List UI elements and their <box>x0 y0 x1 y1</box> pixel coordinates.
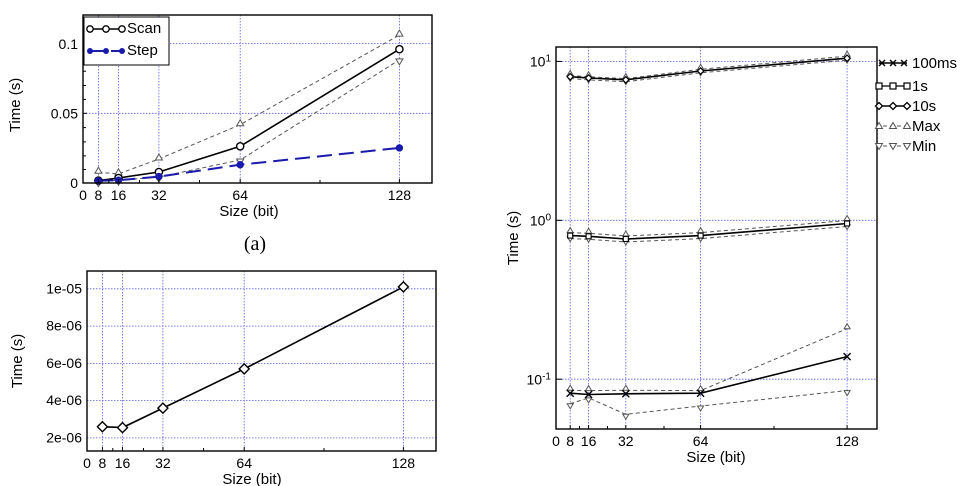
svg-text:6e-06: 6e-06 <box>46 355 82 371</box>
svg-text:0.1: 0.1 <box>59 36 79 52</box>
svg-text:Min: Min <box>912 138 936 155</box>
svg-text:0: 0 <box>552 433 560 449</box>
svg-text:1s: 1s <box>912 78 928 95</box>
svg-text:Time (s): Time (s) <box>505 211 522 265</box>
svg-text:64: 64 <box>232 187 248 203</box>
svg-text:Step: Step <box>127 42 158 59</box>
svg-text:64: 64 <box>236 455 252 471</box>
svg-text:Size (bit): Size (bit) <box>219 203 278 220</box>
svg-text:Max: Max <box>912 118 941 135</box>
svg-text:16: 16 <box>581 433 597 449</box>
svg-text:0: 0 <box>83 455 91 471</box>
svg-text:128: 128 <box>835 433 859 449</box>
svg-text:32: 32 <box>155 455 171 471</box>
svg-text:2e-06: 2e-06 <box>46 430 82 446</box>
svg-text:Size (bit): Size (bit) <box>222 471 281 486</box>
svg-text:32: 32 <box>151 187 167 203</box>
svg-text:4e-06: 4e-06 <box>46 392 82 408</box>
svg-text:100ms: 100ms <box>912 55 957 72</box>
svg-text:Scan: Scan <box>127 20 161 37</box>
svg-text:16: 16 <box>115 455 131 471</box>
svg-text:16: 16 <box>111 187 127 203</box>
svg-text:0: 0 <box>79 187 87 203</box>
svg-text:0: 0 <box>70 175 78 191</box>
svg-text:64: 64 <box>693 433 709 449</box>
svg-text:10-1: 10-1 <box>527 371 552 387</box>
svg-text:10s: 10s <box>912 98 936 115</box>
svg-text:8: 8 <box>566 433 574 449</box>
svg-text:Time (s): Time (s) <box>7 78 24 132</box>
svg-text:Time (s): Time (s) <box>9 334 26 388</box>
svg-text:8e-06: 8e-06 <box>46 318 82 334</box>
svg-text:Size (bit): Size (bit) <box>686 449 745 466</box>
svg-text:0.05: 0.05 <box>51 106 78 122</box>
svg-text:128: 128 <box>392 455 416 471</box>
svg-text:1e-05: 1e-05 <box>46 280 82 296</box>
svg-text:101: 101 <box>530 54 552 70</box>
svg-text:8: 8 <box>99 455 107 471</box>
svg-text:32: 32 <box>618 433 634 449</box>
svg-text:100: 100 <box>530 212 552 228</box>
svg-text:(a): (a) <box>244 233 266 255</box>
svg-text:8: 8 <box>95 187 103 203</box>
svg-text:128: 128 <box>388 187 412 203</box>
